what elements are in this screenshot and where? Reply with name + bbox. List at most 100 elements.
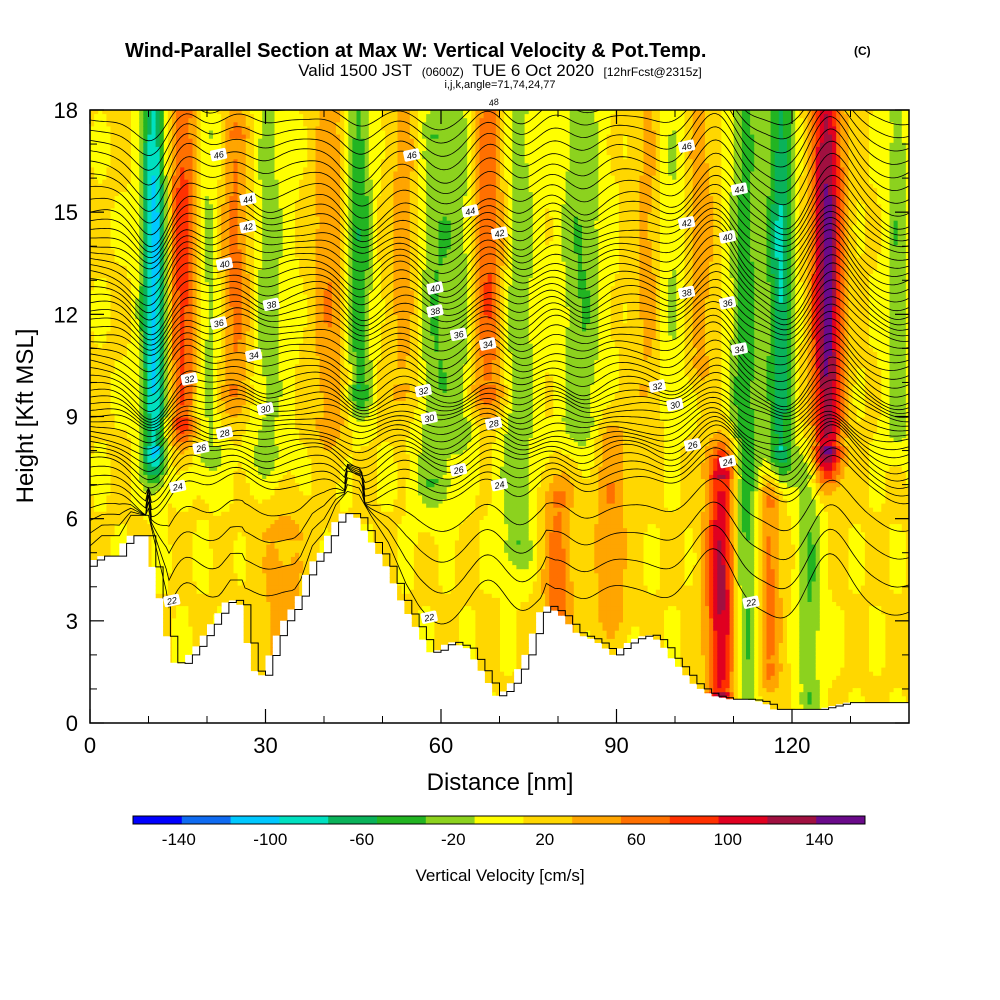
velocity-cell [131,618,136,623]
velocity-cell [102,541,107,546]
velocity-cell [94,200,99,205]
velocity-cell [131,180,136,185]
velocity-cell [119,557,124,562]
velocity-cell [119,208,124,213]
velocity-cell [94,700,99,705]
velocity-cell [102,323,107,328]
velocity-cell [106,204,111,209]
velocity-cell [94,143,99,148]
velocity-cell [111,705,116,710]
velocity-cell [119,590,124,595]
velocity-cell [106,672,111,677]
velocity-cell [106,491,111,496]
velocity-cell [123,192,128,197]
velocity-cell [115,680,120,685]
velocity-cell [111,258,116,263]
velocity-cell [102,520,107,525]
velocity-cell [119,688,124,693]
velocity-cell [102,397,107,402]
velocity-cell [119,684,124,689]
velocity-cell [123,647,128,652]
velocity-cell [106,577,111,582]
velocity-cell [102,577,107,582]
velocity-cell [98,545,103,550]
velocity-cell [123,483,128,488]
velocity-cell [98,602,103,607]
velocity-cell [119,610,124,615]
velocity-cell [102,364,107,369]
velocity-cell [131,254,136,259]
velocity-cell [131,684,136,689]
velocity-cell [94,167,99,172]
velocity-cell [111,692,116,697]
velocity-cell [123,582,128,587]
velocity-cell [102,565,107,570]
velocity-cell [94,274,99,279]
velocity-cell [106,573,111,578]
velocity-cell [119,643,124,648]
velocity-cell [98,696,103,701]
velocity-cell [123,717,128,722]
velocity-cell [131,700,136,705]
velocity-cell [115,713,120,718]
velocity-cell [102,528,107,533]
velocity-cell [123,635,128,640]
velocity-cell [94,188,99,193]
velocity-cell [115,233,120,238]
velocity-cell [123,114,128,119]
velocity-cell [102,508,107,513]
velocity-cell [102,213,107,218]
velocity-cell [115,249,120,254]
velocity-cell [115,573,120,578]
velocity-cell [98,163,103,168]
velocity-cell [98,307,103,312]
velocity-cell [106,319,111,324]
velocity-cell [98,282,103,287]
velocity-cell [98,569,103,574]
velocity-cell [98,680,103,685]
velocity-cell [98,180,103,185]
velocity-cell [131,520,136,525]
velocity-cell [94,467,99,472]
velocity-cell [115,672,120,677]
velocity-cell [131,647,136,652]
velocity-cell [94,327,99,332]
velocity-cell [127,618,132,623]
velocity-cell [94,377,99,382]
velocity-cell [131,676,136,681]
velocity-cell [131,340,136,345]
velocity-cell [98,126,103,131]
chart-subtitle: Valid 1500 JST (0600Z) TUE 6 Oct 2020 [1… [298,61,702,80]
velocity-cell [111,360,116,365]
velocity-cell [131,176,136,181]
velocity-cell [127,274,132,279]
velocity-cell [127,147,132,152]
velocity-cell [111,221,116,226]
velocity-cell [102,344,107,349]
velocity-cell [106,360,111,365]
velocity-cell [123,143,128,148]
velocity-cell [131,549,136,554]
velocity-cell [111,586,116,591]
velocity-cell [115,553,120,558]
velocity-cell [131,610,136,615]
velocity-cell [123,631,128,636]
velocity-cell [94,577,99,582]
velocity-cell [98,627,103,632]
velocity-cell [94,372,99,377]
velocity-cell [123,602,128,607]
velocity-cell [127,372,132,377]
velocity-cell [127,114,132,119]
velocity-cell [131,266,136,271]
velocity-cell [127,651,132,656]
velocity-cell [106,430,111,435]
velocity-cell [94,582,99,587]
velocity-cell [106,705,111,710]
velocity-cell [102,647,107,652]
velocity-cell [102,245,107,250]
velocity-cell [119,696,124,701]
velocity-cell [131,557,136,562]
velocity-cell [94,545,99,550]
velocity-cell [102,635,107,640]
velocity-cell [106,684,111,689]
